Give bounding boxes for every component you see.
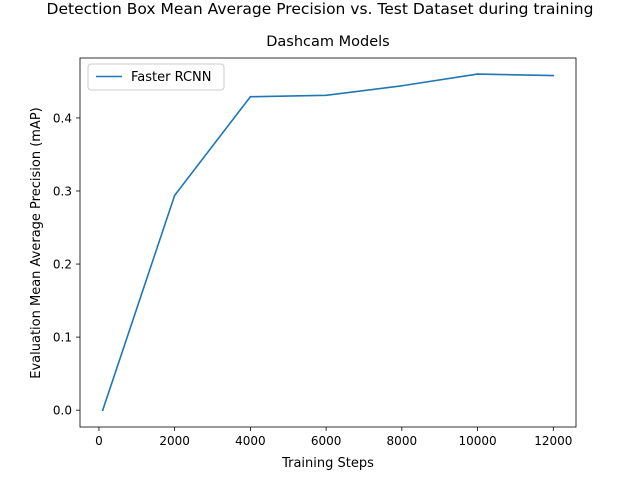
data-point (101, 409, 104, 412)
axes-frame (79, 57, 577, 428)
data-layer (101, 73, 555, 412)
y-ticks: 0.0 0.1 0.2 0.3 0.4 (53, 111, 80, 418)
legend-box (87, 63, 225, 91)
y-tick-label: 0.2 (53, 258, 72, 272)
x-tick-label: 4000 (235, 434, 266, 448)
x-tick-label: 6000 (311, 434, 342, 448)
x-tick-label: 12000 (534, 434, 572, 448)
y-tick-label: 0.4 (53, 111, 72, 125)
x-ticks: 0 2000 4000 6000 8000 10000 12000 (95, 427, 572, 448)
x-tick-label: 2000 (159, 434, 190, 448)
x-axis-label: Training Steps (281, 456, 374, 471)
data-point (552, 74, 555, 77)
series-line (101, 73, 554, 411)
data-point (173, 194, 176, 197)
y-tick-label: 0.0 (53, 404, 72, 418)
x-tick-label: 0 (95, 434, 103, 448)
y-tick-label: 0.3 (53, 184, 72, 198)
chart-title: Dashcam Models (266, 34, 390, 50)
data-point (400, 84, 403, 87)
data-point (476, 73, 479, 75)
y-tick-label: 0.1 (53, 331, 72, 345)
legend: Faster RCNN (87, 63, 225, 91)
x-tick-label: 8000 (387, 434, 418, 448)
data-point (249, 95, 252, 98)
y-axis-label: Evaluation Mean Average Precision (mAP) (29, 107, 44, 378)
data-point (325, 94, 328, 97)
chart-suptitle: Detection Box Mean Average Precision vs.… (46, 0, 594, 18)
legend-label: Faster RCNN (131, 70, 212, 85)
x-tick-label: 10000 (458, 434, 496, 448)
